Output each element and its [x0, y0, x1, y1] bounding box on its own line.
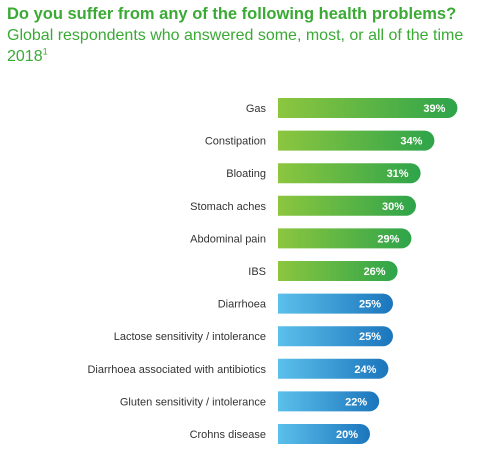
category-label-stomach-aches: Stomach aches — [190, 201, 266, 213]
chart-subtitle: Global respondents who answered some, mo… — [7, 25, 487, 67]
value-label-diarrhoea: 25% — [359, 299, 381, 311]
bar-diarrhoea — [278, 293, 393, 314]
value-label-gas: 39% — [423, 103, 445, 115]
category-label-diarrhoea: Diarrhoea — [218, 299, 267, 311]
category-label-gas: Gas — [246, 103, 267, 115]
bar-gas — [278, 98, 458, 118]
value-label-gluten-sensitivity-intolerance: 22% — [345, 396, 367, 408]
category-label-diarrhoea-associated-with-antibiotics: Diarrhoea associated with antibiotics — [87, 364, 266, 376]
category-label-abdominal-pain: Abdominal pain — [190, 233, 266, 245]
bar-gluten-sensitivity-intolerance — [278, 391, 380, 412]
category-label-constipation: Constipation — [205, 136, 266, 148]
category-label-bloating: Bloating — [226, 168, 266, 180]
footnote-marker: 1 — [42, 46, 48, 57]
bar-constipation — [278, 130, 435, 151]
bar-abdominal-pain — [278, 228, 412, 249]
chart-title: Do you suffer from any of the following … — [7, 5, 457, 23]
value-label-diarrhoea-associated-with-antibiotics: 24% — [354, 364, 376, 376]
value-label-crohns-disease: 20% — [336, 429, 358, 441]
category-label-ibs: IBS — [248, 266, 266, 278]
value-label-lactose-sensitivity-intolerance: 25% — [359, 331, 381, 343]
bar-ibs — [278, 261, 398, 281]
bar-lactose-sensitivity-intolerance — [278, 326, 393, 347]
value-label-stomach-aches: 30% — [382, 201, 404, 213]
value-label-constipation: 34% — [400, 136, 422, 148]
bars-group: Gas 39% Constipation 34% Bloating 31% Stomach … — [87, 98, 458, 444]
value-label-ibs: 26% — [364, 266, 386, 278]
value-label-abdominal-pain: 29% — [377, 233, 399, 245]
bar-stomach-aches — [278, 195, 417, 216]
bar-bloating — [278, 163, 421, 184]
bar-diarrhoea-associated-with-antibiotics — [278, 358, 389, 379]
category-label-gluten-sensitivity-intolerance: Gluten sensitivity / intolerance — [120, 396, 266, 408]
bar-crohns-disease — [278, 424, 370, 444]
category-label-crohns-disease: Crohns disease — [190, 429, 266, 441]
category-label-lactose-sensitivity-intolerance: Lactose sensitivity / intolerance — [114, 331, 266, 343]
value-label-bloating: 31% — [387, 168, 409, 180]
chart-subtitle-text: Global respondents who answered some, mo… — [7, 27, 464, 65]
